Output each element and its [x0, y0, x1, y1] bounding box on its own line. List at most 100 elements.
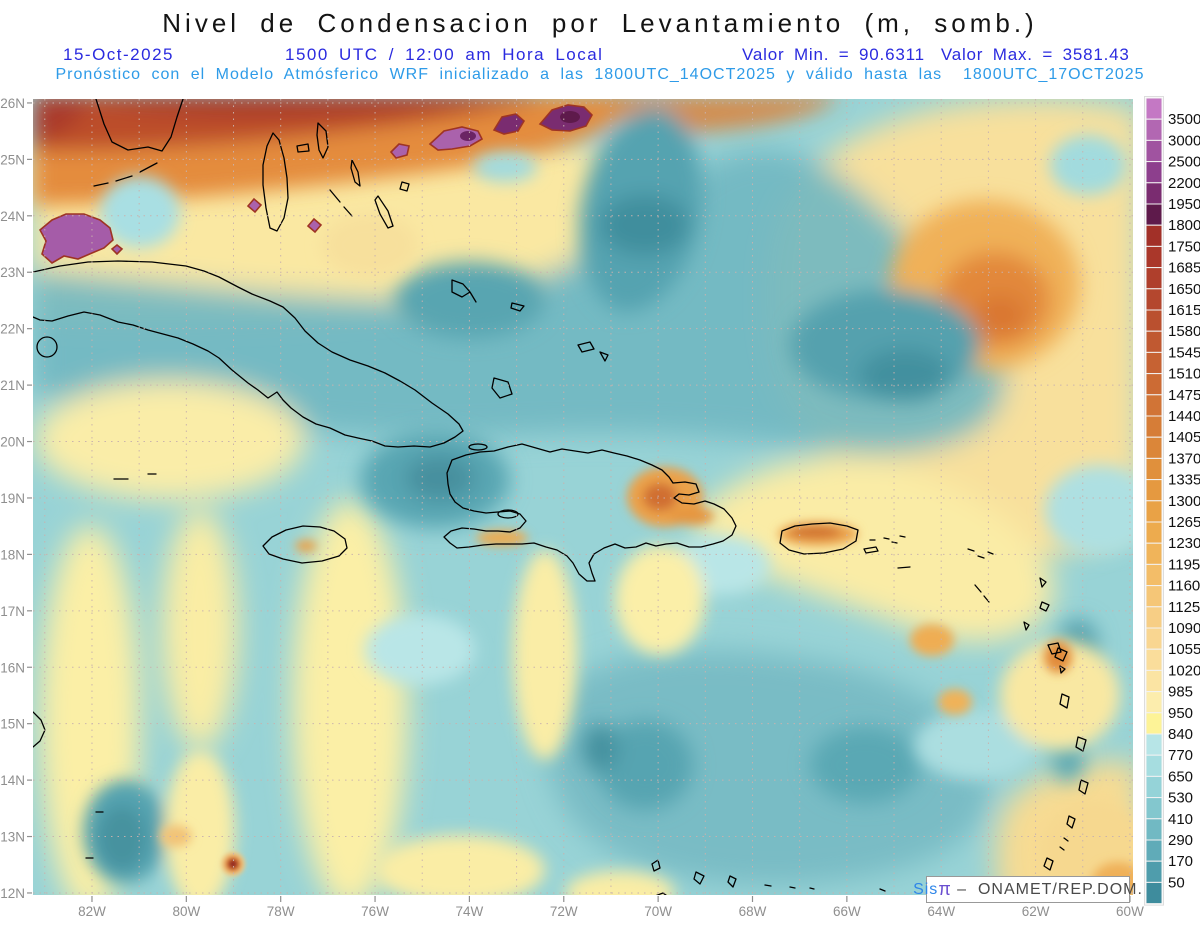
colorbar-segment	[1145, 351, 1163, 375]
colorbar-label: 1055	[1168, 641, 1200, 658]
colorbar-segment	[1145, 224, 1163, 247]
colorbar-segment	[1145, 712, 1163, 735]
valid-date: 15-Oct-2025	[63, 45, 174, 64]
colorbar-segment	[1145, 161, 1163, 184]
value-min: Valor Min. = 90.6311	[742, 45, 925, 64]
colorbar-segment	[1145, 330, 1163, 353]
colorbar-label: 1950	[1168, 196, 1200, 213]
colorbar-segment	[1145, 139, 1163, 163]
andros-island	[262, 132, 289, 232]
value-max: Valor Max. = 3581.43	[940, 45, 1130, 64]
lat-label: 20N	[0, 435, 25, 450]
colorbar-label: 290	[1168, 832, 1193, 849]
latitude-axis: 26N 25N 24N 23N 22N 21N 20N 19N 18N 17N 16N 15N 14N 1…	[0, 96, 25, 901]
colorbar-label: 1335	[1168, 472, 1200, 489]
colorbar-segment	[1145, 457, 1163, 481]
lat-label: 17N	[0, 604, 25, 619]
colorbar-segment	[1145, 182, 1163, 205]
lat-label: 24N	[0, 209, 25, 224]
gonave-island	[497, 509, 519, 519]
colorbar-segment	[1145, 309, 1163, 332]
colorbar-segment	[1145, 394, 1163, 417]
colorbar-segment	[1145, 288, 1163, 311]
colorbar-segment	[1145, 648, 1163, 671]
lon-label: 64W	[927, 904, 955, 919]
lon-label: 70W	[644, 904, 672, 919]
colorbar-label: 2200	[1168, 175, 1200, 192]
colorbar-label: 1545	[1168, 344, 1200, 361]
colorbar-label: 1685	[1168, 260, 1200, 277]
lon-label: 72W	[550, 904, 578, 919]
watermark-brand: Sis	[913, 880, 939, 898]
colorbar-segment	[1145, 563, 1163, 587]
shaded-field	[33, 99, 1133, 895]
colorbar-segment	[1145, 97, 1163, 120]
florida-keys	[93, 162, 158, 187]
colorbar-label: 1580	[1168, 323, 1200, 340]
colorbar-segment	[1145, 542, 1163, 565]
minmax-values: Valor Min. = 90.6311 Valor Max. = 3581.43	[742, 45, 1130, 65]
colorbar-label: 2500	[1168, 154, 1200, 171]
colorbar-segment	[1145, 203, 1163, 226]
colorbar-segment	[1145, 733, 1163, 756]
grenada	[1043, 857, 1054, 871]
longitude-axis: 82W 80W 78W 76W 74W 72W 70W 68W 66W 64W 62W 60W	[78, 904, 1144, 919]
colorbar-label: 170	[1168, 853, 1193, 870]
valid-time: 1500 UTC / 12:00 am Hora Local	[285, 45, 604, 64]
colorbar-segment	[1145, 500, 1163, 523]
lon-label: 60W	[1116, 904, 1144, 919]
colorbar-segment	[1145, 754, 1163, 777]
jamaica-coast	[262, 525, 348, 564]
lat-label: 21N	[0, 378, 25, 393]
colorbar-label: 1475	[1168, 387, 1200, 404]
lat-label: 12N	[0, 886, 25, 901]
lon-label: 66W	[833, 904, 861, 919]
isla-juventud	[36, 336, 58, 358]
martinique	[1075, 736, 1087, 752]
hotspot	[221, 852, 245, 876]
colorbar-segment	[1145, 818, 1163, 841]
colorbar-label: 1370	[1168, 450, 1200, 467]
guadeloupe	[1047, 642, 1068, 674]
colorbar-segment	[1145, 691, 1163, 714]
watermark-org: – ONAMET/REP.DOM.	[951, 880, 1143, 898]
page-title: Nivel de Condensacion por Levantamiento …	[162, 8, 1038, 38]
lat-label: 13N	[0, 830, 25, 845]
lat-label: 23N	[0, 265, 25, 280]
colorbar-label: 650	[1168, 768, 1193, 785]
colorbar-label: 840	[1168, 726, 1193, 743]
colorbar-label: 1160	[1168, 578, 1200, 595]
colorbar-segment	[1145, 606, 1163, 629]
colorbar-segment	[1145, 245, 1163, 269]
colorbar-label: 3500	[1168, 111, 1200, 128]
forecast-description: Pronóstico con el Modelo Atmósferico WRF…	[55, 66, 1145, 83]
colorbar-segment	[1145, 775, 1163, 799]
lon-label: 68W	[739, 904, 767, 919]
lon-label: 76W	[361, 904, 389, 919]
colorbar-label: 3000	[1168, 132, 1200, 149]
colorbar-segment	[1145, 669, 1163, 693]
colorbar-label: 530	[1168, 790, 1193, 807]
cayman-islands	[113, 473, 157, 480]
colorbar-segment	[1145, 267, 1163, 290]
lat-label: 14N	[0, 773, 25, 788]
florida-coast	[95, 99, 184, 152]
lat-label: 15N	[0, 717, 25, 732]
colorbar-segment	[1145, 479, 1163, 502]
colorbar-label: 1440	[1168, 408, 1200, 425]
lat-lon-grid	[33, 99, 1133, 895]
colorbar-segment	[1145, 436, 1163, 459]
colorbar-label: 1265	[1168, 514, 1200, 531]
colorbar-label: 1300	[1168, 493, 1200, 510]
lon-label: 62W	[1022, 904, 1050, 919]
lat-label: 25N	[0, 152, 25, 167]
colorbar-label: 410	[1168, 811, 1193, 828]
colorbar-label: 50	[1168, 874, 1185, 891]
colorbar-label: 1125	[1168, 599, 1200, 616]
lon-label: 80W	[172, 904, 200, 919]
colorbar-label: 1090	[1168, 620, 1200, 637]
colorbar-label: 985	[1168, 684, 1193, 701]
colorbar-segment	[1145, 627, 1163, 650]
colorbar-segment	[1145, 881, 1163, 905]
